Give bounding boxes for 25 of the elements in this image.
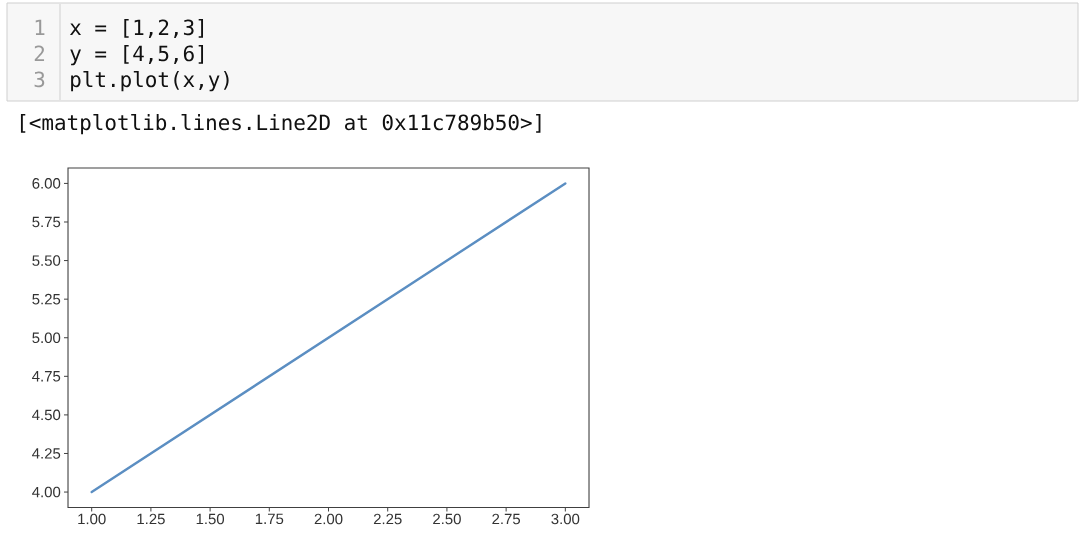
y-tick-label: 4.25 (32, 448, 61, 459)
x-tick-label: 2.75 (492, 513, 521, 525)
x-tick-label: 1.75 (255, 513, 284, 525)
x-tick-label: 2.50 (433, 513, 461, 525)
text: x = [1,2,3] (69, 19, 204, 38)
x-tick-label: 2.25 (373, 513, 402, 525)
x-tick-label: 1.25 (137, 513, 165, 525)
y-tick-label: 5.25 (32, 293, 61, 305)
text: [<matplotlib.lines.Line2D at 0x11c789b50>] (20, 113, 541, 135)
text: 2 (34, 45, 45, 61)
x-tick-label: 3.00 (551, 513, 580, 525)
y-tick-label: 5.00 (32, 332, 61, 344)
y-tick-label: 5.75 (32, 216, 61, 228)
y-tick-label: 4.00 (32, 486, 61, 498)
y-tick-label: 4.50 (32, 409, 61, 421)
text: 3 (34, 71, 45, 88)
text: 1 (35, 19, 45, 35)
y-tick-label: 6.00 (32, 178, 61, 189)
y-tick-label: 4.75 (32, 371, 61, 382)
y-tick-label: 5.50 (32, 255, 61, 266)
x-tick-label: 1.50 (196, 513, 225, 525)
text: plt.plot(x,y) (71, 70, 229, 92)
x-tick-label: 2.00 (314, 513, 343, 525)
text: y = [4,5,6] (70, 45, 204, 66)
x-tick-label: 1.00 (78, 513, 106, 525)
